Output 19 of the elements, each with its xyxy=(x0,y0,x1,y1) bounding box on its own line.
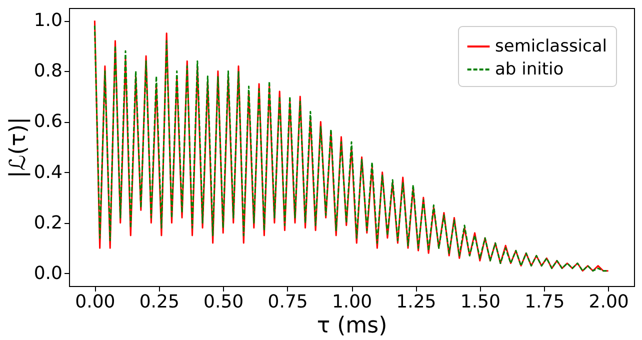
x-tick-label: 2.00 xyxy=(588,292,629,312)
y-tick-label: 0.4 xyxy=(34,162,62,183)
y-axis-title: |ℒ(τ)| xyxy=(6,116,31,178)
x-tick-label: 1.00 xyxy=(332,292,372,312)
y-tick-label: 0.2 xyxy=(34,212,62,234)
legend-label: ab initio xyxy=(495,60,564,80)
x-axis-title: τ (ms) xyxy=(316,314,388,338)
x-tick-label: 1.25 xyxy=(396,292,436,312)
legend-label: semiclassical xyxy=(495,36,608,56)
x-tick-label: 0.00 xyxy=(75,292,116,312)
x-tick-label: 0.25 xyxy=(139,292,180,312)
y-tick-label: 0.8 xyxy=(34,60,62,82)
x-tick-label: 0.75 xyxy=(268,292,308,312)
y-tick-label: 1.0 xyxy=(34,10,62,32)
y-tick-label: 0.6 xyxy=(34,111,62,132)
x-tick-label: 0.50 xyxy=(204,292,244,312)
y-tick-label: 0.0 xyxy=(34,262,62,284)
x-tick-label: 1.50 xyxy=(460,292,500,312)
x-tick-label: 1.75 xyxy=(524,292,565,312)
